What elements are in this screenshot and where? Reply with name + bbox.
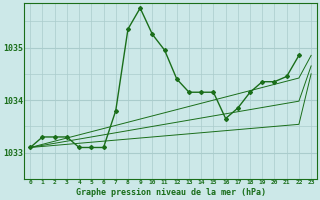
X-axis label: Graphe pression niveau de la mer (hPa): Graphe pression niveau de la mer (hPa) bbox=[76, 188, 266, 197]
